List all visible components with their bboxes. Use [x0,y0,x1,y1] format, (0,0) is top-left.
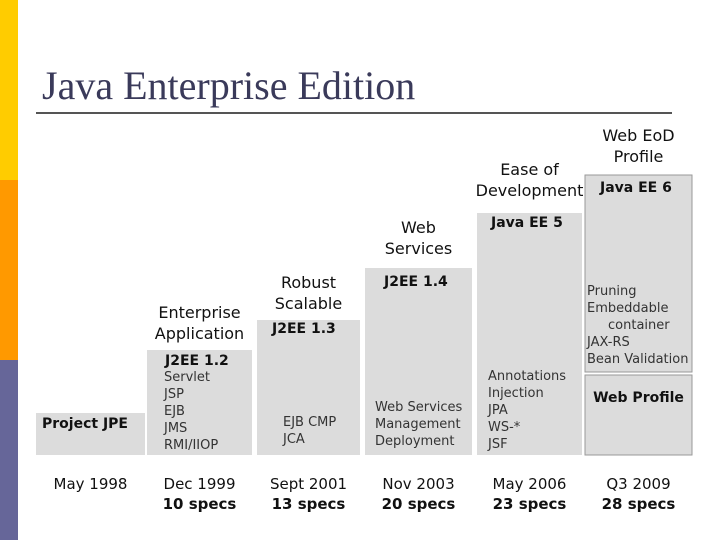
release-heading: Web EoD [602,126,674,145]
spec-count: 10 specs [163,495,237,513]
release-box [584,174,693,373]
release-date: Sept 2001 [270,475,347,493]
feature: Bean Validation [587,352,688,367]
version-label: Project JPE [42,416,128,432]
version-label: Java EE 5 [490,215,563,231]
release-box [477,213,582,455]
feature: container [608,318,670,333]
release-date: May 1998 [54,475,128,493]
feature: Injection [488,386,544,401]
release-heading: Web [401,218,436,237]
release-heading: Profile [614,147,664,166]
release-date: Q3 2009 [606,475,670,493]
slide-title: Java Enterprise Edition [42,63,415,108]
accent-bar [0,360,18,540]
release-date: Nov 2003 [382,475,454,493]
accent-bar [0,180,18,360]
feature: EJB [164,404,185,419]
version-label: Java EE 6 [599,180,672,196]
version-label: J2EE 1.3 [271,321,336,337]
accent-bar [0,0,18,180]
feature: Pruning [587,284,637,299]
feature: Annotations [488,369,566,384]
release-date: May 2006 [493,475,567,493]
release-heading: Services [385,239,452,258]
feature: Servlet [164,370,210,385]
spec-count: 23 specs [493,495,567,513]
release-heading: Robust [281,273,336,292]
release-box [36,413,145,455]
feature: JPA [487,403,508,418]
profile-box [584,374,693,456]
feature: Management [375,417,461,432]
feature: WS-* [488,420,521,435]
feature: JSF [487,437,508,452]
feature: JMS [163,421,187,436]
spec-count: 28 specs [602,495,676,513]
feature: JAX-RS [586,335,630,350]
feature: Web Services [375,400,463,415]
release-heading: Development [476,181,584,200]
profile-label: Web Profile [593,390,684,406]
spec-count: 20 specs [382,495,456,513]
release-box [147,350,252,455]
release-heading: Ease of [500,160,559,179]
release-box [365,268,472,455]
feature: RMI/IIOP [164,438,218,453]
version-label: J2EE 1.4 [383,274,448,290]
release-box [257,320,360,455]
feature: Embeddable [587,301,668,316]
release-heading: Application [155,324,244,343]
release-date: Dec 1999 [164,475,236,493]
feature: JSP [163,387,184,402]
feature: Deployment [375,434,455,449]
release-heading: Enterprise [158,303,240,322]
feature: EJB CMP [283,415,336,430]
version-label: J2EE 1.2 [164,353,229,369]
feature: JCA [282,432,305,447]
release-heading: Scalable [275,294,342,313]
spec-count: 13 specs [272,495,346,513]
